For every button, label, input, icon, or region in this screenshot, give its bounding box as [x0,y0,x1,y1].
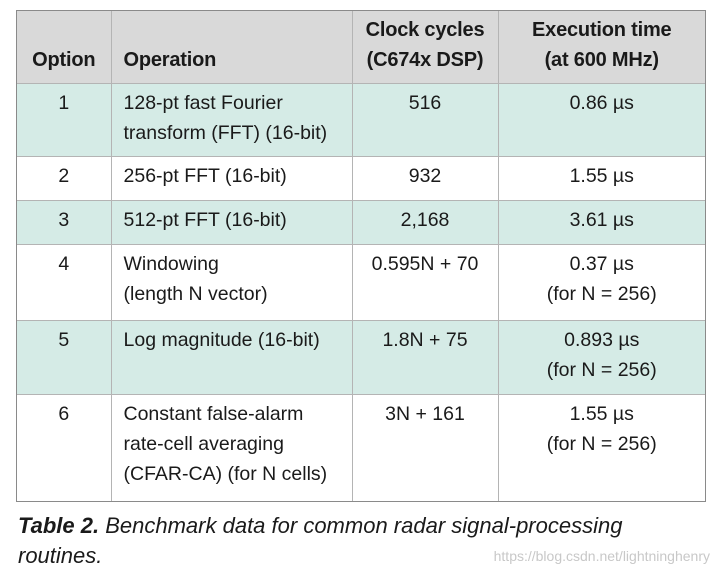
watermark: https://blog.csdn.net/lightninghenry [493,548,710,564]
header-execution-time: Execution time (at 600 MHz) [498,11,705,83]
table-row: 1 128-pt fast Fourier transform (FFT) (1… [17,83,705,157]
table-row: 4 Windowing (length N vector) 0.595N + 7… [17,244,705,321]
cell-cycles: 932 [352,156,499,201]
header-row: Option Operation Clock cycles (C674x DSP… [17,11,705,83]
cell-option: 2 [17,156,112,201]
cell-cycles: 0.595N + 70 [352,244,499,321]
cell-time: 0.86 µs [498,83,705,157]
cell-operation: Constant false-alarm rate-cell averaging… [111,394,353,501]
benchmark-table-frame: Option Operation Clock cycles (C674x DSP… [16,10,706,502]
table-caption: Table 2. Benchmark data for common radar… [18,511,698,571]
table-row: 6 Constant false-alarm rate-cell averagi… [17,394,705,501]
cell-operation: 256-pt FFT (16-bit) [111,156,353,201]
cell-option: 4 [17,244,112,321]
cell-time: 0.37 µs (for N = 256) [498,244,705,321]
table-row: 5 Log magnitude (16-bit) 1.8N + 75 0.893… [17,320,705,395]
header-clock-cycles: Clock cycles (C674x DSP) [352,11,499,83]
cell-cycles: 3N + 161 [352,394,499,501]
cell-time: 1.55 µs (for N = 256) [498,394,705,501]
cell-option: 3 [17,200,112,245]
cell-cycles: 1.8N + 75 [352,320,499,395]
cell-operation: 128-pt fast Fourier transform (FFT) (16-… [111,83,353,157]
header-option: Option [17,11,112,83]
cell-time: 0.893 µs (for N = 256) [498,320,705,395]
caption-text: Benchmark data for common radar signal-p… [18,513,623,568]
cell-cycles: 2,168 [352,200,499,245]
cell-time: 3.61 µs [498,200,705,245]
cell-option: 6 [17,394,112,501]
cell-operation: 512-pt FFT (16-bit) [111,200,353,245]
table-row: 2 256-pt FFT (16-bit) 932 1.55 µs [17,156,705,201]
cell-operation: Log magnitude (16-bit) [111,320,353,395]
cell-option: 1 [17,83,112,157]
cell-operation: Windowing (length N vector) [111,244,353,321]
cell-time: 1.55 µs [498,156,705,201]
benchmark-table: Option Operation Clock cycles (C674x DSP… [17,11,705,501]
cell-option: 5 [17,320,112,395]
table-row: 3 512-pt FFT (16-bit) 2,168 3.61 µs [17,200,705,245]
cell-cycles: 516 [352,83,499,157]
header-operation: Operation [111,11,353,83]
caption-label: Table 2. [18,513,100,538]
